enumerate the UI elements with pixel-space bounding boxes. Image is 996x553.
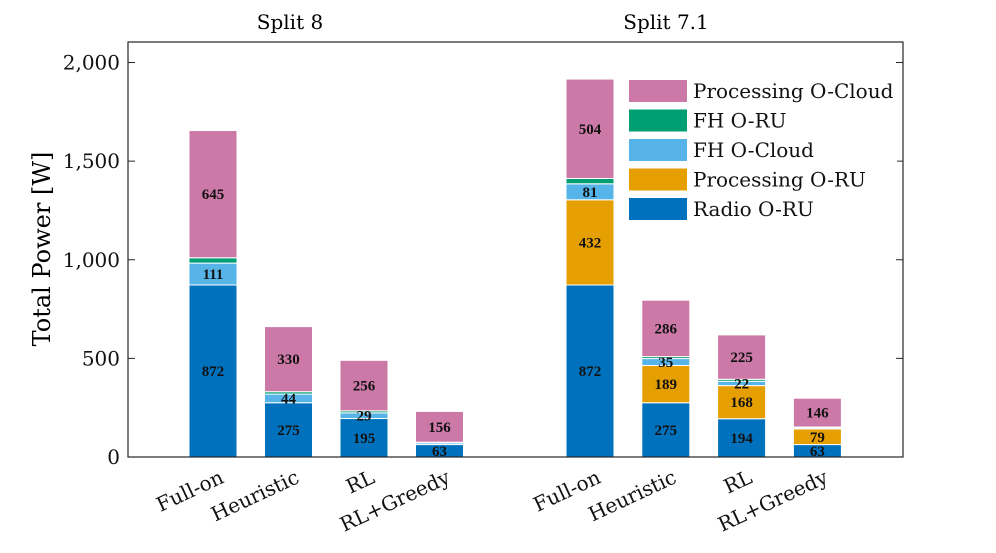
- legend-swatch-processing-o-ru: [629, 168, 687, 191]
- value-label: 168: [730, 395, 753, 411]
- y-tick-label: 500: [82, 346, 120, 370]
- bar-segment-radio-o-ru: [339, 418, 389, 458]
- value-label: 22: [734, 376, 749, 392]
- x-tick-label: RL: [720, 465, 756, 499]
- value-label: 35: [658, 355, 673, 371]
- bar-segment-processing-o-cloud: [188, 130, 238, 259]
- y-tick-label: 1,000: [63, 248, 120, 272]
- value-label: 330: [277, 352, 300, 368]
- legend-label-fh-o-ru: FH O-RU: [693, 109, 786, 133]
- group-title-split-8: Split 8: [257, 10, 323, 34]
- value-label: 872: [579, 364, 602, 380]
- bar-segment-processing-o-cloud: [264, 326, 313, 393]
- bar-segment-radio-o-ru: [188, 284, 238, 458]
- value-label: 44: [281, 391, 297, 407]
- x-tick-label: RL: [342, 465, 378, 499]
- value-label: 275: [655, 423, 678, 439]
- value-label: 63: [810, 444, 825, 460]
- value-label: 156: [428, 420, 451, 436]
- value-label: 432: [579, 235, 602, 251]
- bar-segment-processing-o-cloud: [717, 334, 767, 380]
- bar-segment-processing-o-cloud: [339, 359, 389, 412]
- bar-segment-processing-o-ru: [565, 199, 615, 286]
- bar-segment-fh-o-ru: [565, 177, 615, 185]
- plot-frame: [127, 41, 904, 458]
- bars: [188, 78, 842, 458]
- value-label: 286: [655, 321, 678, 337]
- value-label: 81: [583, 185, 598, 201]
- legend-swatch-fh-o-ru: [629, 109, 687, 132]
- x-tick-label: Heuristic: [207, 465, 302, 526]
- group-titles: Split 8 Split 7.1: [257, 10, 709, 34]
- legend-label-processing-o-cloud: Processing O-Cloud: [693, 79, 894, 103]
- bar-segment-radio-o-ru: [565, 284, 615, 458]
- bar-segment-radio-o-ru: [264, 402, 313, 458]
- value-label: 275: [277, 423, 300, 439]
- legend-label-processing-o-ru: Processing O-RU: [693, 168, 866, 192]
- bar-segment-fh-o-ru: [188, 257, 238, 264]
- value-label: 189: [655, 377, 678, 393]
- y-axis-label: Total Power [W]: [28, 152, 56, 347]
- y-axis-ticks: 0 500 1,000 1,500 2,000: [63, 51, 903, 469]
- legend-swatch-radio-o-ru: [629, 198, 687, 220]
- value-label: 225: [730, 350, 753, 366]
- legend-swatch-processing-o-cloud: [629, 80, 687, 102]
- bar-segment-processing-o-cloud: [641, 299, 691, 358]
- y-tick-label: 0: [107, 445, 120, 469]
- value-label: 256: [353, 379, 376, 395]
- value-labels: 872 111 645 275 44 330 195 29 256 63 156 872 432 81 50…: [202, 122, 829, 460]
- legend-label-fh-o-cloud: FH O-Cloud: [693, 138, 814, 162]
- value-label: 872: [202, 364, 225, 380]
- legend-swatch-fh-o-cloud: [629, 139, 687, 161]
- group-title-split-7-1: Split 7.1: [623, 10, 709, 34]
- x-tick-label: Heuristic: [585, 465, 680, 526]
- value-label: 146: [806, 406, 829, 422]
- bar-segment-processing-o-cloud: [415, 410, 464, 443]
- value-label: 195: [353, 431, 376, 447]
- value-label: 79: [810, 430, 825, 446]
- y-tick-label: 2,000: [63, 51, 120, 75]
- bar-segment-processing-o-cloud: [792, 397, 842, 428]
- value-label: 504: [579, 122, 602, 138]
- y-tick-label: 1,500: [63, 149, 120, 173]
- legend: Processing O-Cloud FH O-RU FH O-Cloud Proce…: [622, 75, 897, 230]
- value-label: 194: [730, 431, 753, 447]
- value-label: 645: [202, 187, 225, 203]
- bar-segment-processing-o-ru: [641, 364, 691, 404]
- bar-segment-processing-o-cloud: [565, 78, 615, 179]
- value-label: 29: [357, 409, 372, 425]
- value-label: 111: [203, 267, 224, 283]
- value-label: 63: [432, 444, 447, 460]
- legend-label-radio-o-ru: Radio O-RU: [693, 197, 814, 221]
